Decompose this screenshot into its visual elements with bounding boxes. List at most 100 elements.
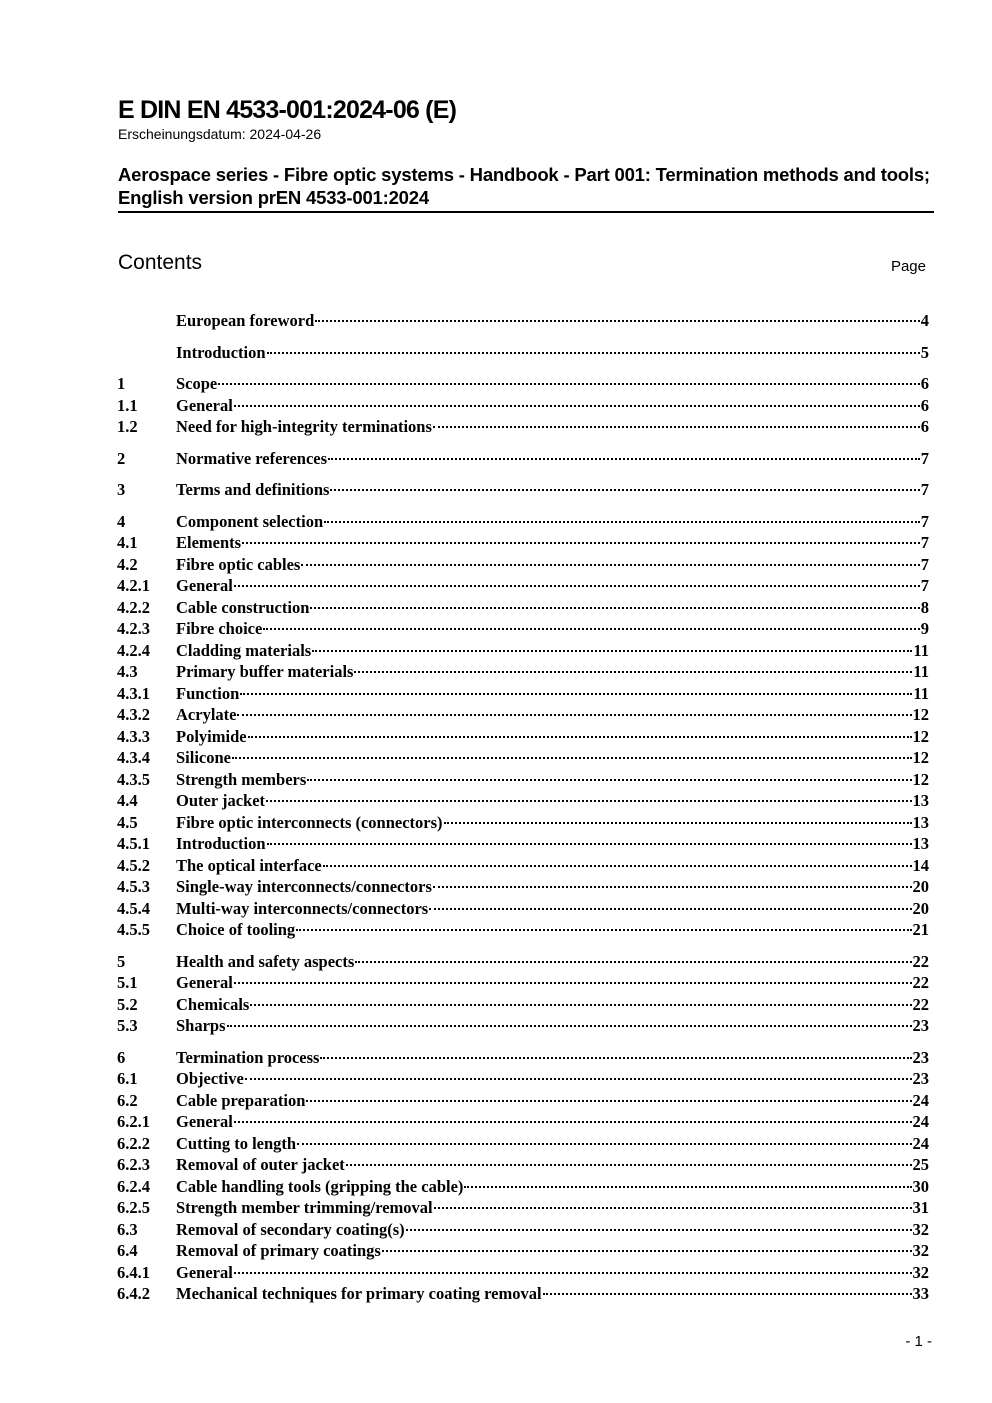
dot-leader xyxy=(330,489,920,491)
toc-entry-title: Health and safety aspects xyxy=(176,951,355,971)
toc-entry[interactable]: 6.2.5 Strength member trimming/removal 31 xyxy=(117,1197,929,1219)
toc-entry[interactable]: 6.2.4 Cable handling tools (gripping the … xyxy=(117,1176,929,1198)
toc-entry-page: 7 xyxy=(920,448,929,468)
toc-entry[interactable]: 5 Health and safety aspects 22 xyxy=(117,951,929,973)
toc-entry-number: 6.2.2 xyxy=(117,1133,150,1153)
toc-entry[interactable]: 5.3 Sharps 23 xyxy=(117,1015,929,1037)
toc-entry-number: 4.2.1 xyxy=(117,576,150,595)
dot-leader xyxy=(242,542,920,544)
toc-entry[interactable]: 4.3.5 Strength members 12 xyxy=(117,769,929,791)
toc-entry-page: 5 xyxy=(920,342,929,362)
toc-entry[interactable]: 1 Scope 6 xyxy=(117,373,929,395)
page-column-label: Page xyxy=(890,258,926,275)
dot-leader xyxy=(312,649,913,652)
toc-entry[interactable]: 4.3.3 Polyimide 12 xyxy=(117,726,929,748)
toc-entry[interactable]: 1.2 Need for high-integrity terminations 6 xyxy=(117,416,929,438)
toc-entry[interactable]: 4.5.3 Single-way interconnects/connectors… xyxy=(117,876,929,898)
toc-entry-title: Mechanical techniques for primary coatin… xyxy=(176,1284,542,1303)
toc-entry-page: 32 xyxy=(912,1219,930,1239)
toc-entry-number: 4.4 xyxy=(117,791,138,810)
dot-leader xyxy=(297,1142,912,1145)
toc-entry[interactable]: 4.4 Outer jacket 13 xyxy=(117,790,929,812)
toc-entry[interactable]: 6.1 Objective 23 xyxy=(117,1068,929,1090)
toc-entry-page: 32 xyxy=(912,1262,930,1282)
toc-entry-number: 6.1 xyxy=(117,1069,138,1088)
toc-entry[interactable]: European foreword 4 xyxy=(117,310,929,332)
toc-entry-number: 4.5.1 xyxy=(117,834,150,853)
toc-entry[interactable]: 3 Terms and definitions 7 xyxy=(117,479,929,501)
toc-entry[interactable]: 4.2.4 Cladding materials 11 xyxy=(117,640,929,662)
toc-entry[interactable]: 4 Component selection 7 xyxy=(117,511,929,533)
toc-entry[interactable]: Introduction 5 xyxy=(117,342,929,364)
toc-group: 1 Scope 6 1.1 General 6 1.2 Need for high-integ… xyxy=(117,373,929,438)
toc-entry[interactable]: 5.1 General 22 xyxy=(117,972,929,994)
toc-entry-title: European foreword xyxy=(176,311,315,330)
toc-entry[interactable]: 6.3 Removal of secondary coating(s) 32 xyxy=(117,1219,929,1241)
toc-entry-number: 4 xyxy=(117,511,126,531)
toc-entry[interactable]: 4.5 Fibre optic interconnects (connectors… xyxy=(117,812,929,834)
toc-entry-title: Strength member trimming/removal xyxy=(176,1198,433,1217)
toc-entry-number: 5.3 xyxy=(117,1016,138,1035)
toc-entry-title: Termination process xyxy=(176,1047,320,1067)
toc-group: Introduction 5 xyxy=(117,342,929,364)
toc-entry[interactable]: 4.3.2 Acrylate 12 xyxy=(117,704,929,726)
toc-entry-title: Removal of outer jacket xyxy=(176,1155,345,1174)
dot-leader xyxy=(320,1056,912,1059)
toc-entry-number: 4.3.1 xyxy=(117,683,150,703)
toc-entry[interactable]: 4.3.1 Function 11 xyxy=(117,683,929,705)
toc-entry[interactable]: 1.1 General 6 xyxy=(117,395,929,417)
toc-entry-title: Scope xyxy=(176,374,218,393)
toc-entry[interactable]: 6.4 Removal of primary coatings 32 xyxy=(117,1240,929,1262)
dot-leader xyxy=(355,960,912,963)
dot-leader xyxy=(232,757,912,759)
toc-entry[interactable]: 4.1 Elements 7 xyxy=(117,532,929,554)
toc-entry[interactable]: 4.2.2 Cable construction 8 xyxy=(117,597,929,619)
toc-entry[interactable]: 4.2.1 General 7 xyxy=(117,575,929,597)
toc-entry[interactable]: 6.2 Cable preparation 24 xyxy=(117,1090,929,1112)
toc-entry-title: Cable preparation xyxy=(176,1090,306,1110)
dot-leader xyxy=(240,692,913,695)
dot-leader xyxy=(244,1078,912,1080)
toc-entry-page: 13 xyxy=(912,791,930,810)
toc-entry[interactable]: 4.5.4 Multi-way interconnects/connectors 2… xyxy=(117,898,929,920)
toc-entry-title: Introduction xyxy=(176,834,266,853)
toc-entry[interactable]: 4.3 Primary buffer materials 11 xyxy=(117,661,929,683)
table-of-contents: European foreword 4 Introduction 5 1 Scope 6 1.… xyxy=(117,310,929,1315)
dot-leader xyxy=(233,1121,912,1123)
toc-group: 5 Health and safety aspects 22 5.1 General 22… xyxy=(117,951,929,1037)
toc-group: 2 Normative references 7 xyxy=(117,448,929,470)
toc-entry-page: 23 xyxy=(912,1069,930,1088)
toc-entry[interactable]: 6.2.3 Removal of outer jacket 25 xyxy=(117,1154,929,1176)
toc-entry-number: 6.4.1 xyxy=(117,1262,150,1282)
dot-leader xyxy=(381,1250,912,1252)
toc-entry-page: 13 xyxy=(912,812,930,832)
toc-entry-title: Introduction xyxy=(176,342,266,362)
dot-leader xyxy=(443,821,912,824)
toc-entry[interactable]: 6 Termination process 23 xyxy=(117,1047,929,1069)
dot-leader xyxy=(322,864,912,867)
toc-entry[interactable]: 6.2.1 General 24 xyxy=(117,1111,929,1133)
toc-entry-page: 24 xyxy=(912,1133,930,1153)
toc-entry[interactable]: 2 Normative references 7 xyxy=(117,448,929,470)
toc-entry[interactable]: 4.5.5 Choice of tooling 21 xyxy=(117,919,929,941)
toc-entry-page: 33 xyxy=(912,1284,930,1303)
toc-entry[interactable]: 6.4.2 Mechanical techniques for primary c… xyxy=(117,1283,929,1305)
toc-entry[interactable]: 4.5.2 The optical interface 14 xyxy=(117,855,929,877)
toc-entry[interactable]: 5.2 Chemicals 22 xyxy=(117,994,929,1016)
toc-entry[interactable]: 4.2 Fibre optic cables 7 xyxy=(117,554,929,576)
dot-leader xyxy=(542,1293,912,1295)
toc-group: 6 Termination process 23 6.1 Objective 23 6.2 C… xyxy=(117,1047,929,1305)
toc-entry[interactable]: 6.2.2 Cutting to length 24 xyxy=(117,1133,929,1155)
toc-entry-title: General xyxy=(176,576,233,595)
toc-entry-title: Cladding materials xyxy=(176,640,312,660)
toc-entry-number: 1.1 xyxy=(117,395,138,415)
toc-entry-number: 4.5 xyxy=(117,812,138,832)
toc-entry[interactable]: 4.3.4 Silicone 12 xyxy=(117,747,929,769)
toc-entry[interactable]: 6.4.1 General 32 xyxy=(117,1262,929,1284)
toc-entry-page: 11 xyxy=(913,662,929,681)
toc-entry-number: 4.5.5 xyxy=(117,920,150,939)
toc-entry-title: Outer jacket xyxy=(176,791,266,810)
toc-entry[interactable]: 4.2.3 Fibre choice 9 xyxy=(117,618,929,640)
toc-entry[interactable]: 4.5.1 Introduction 13 xyxy=(117,833,929,855)
toc-entry-page: 7 xyxy=(920,533,929,552)
